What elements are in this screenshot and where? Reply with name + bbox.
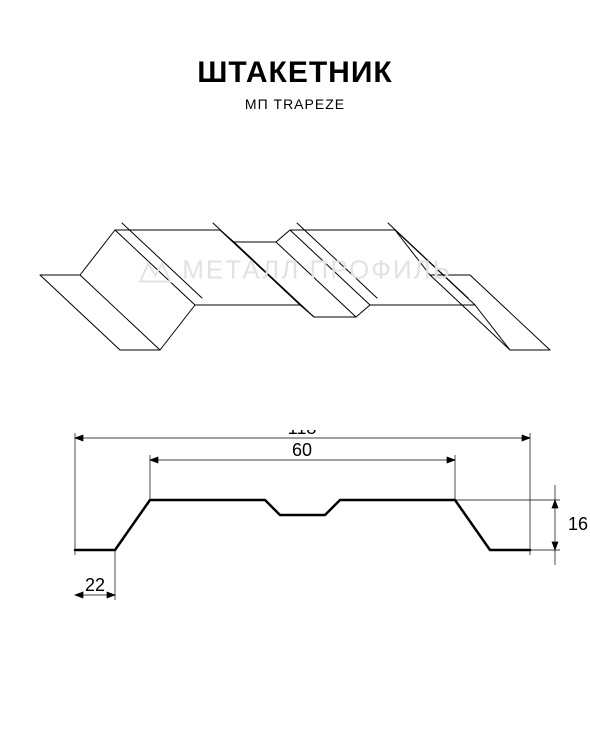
title-block: ШТАКЕТНИК МП TRAPEZE bbox=[0, 0, 590, 112]
dim-flange-width: 22 bbox=[85, 575, 105, 595]
dim-height: 16 bbox=[568, 514, 588, 534]
cross-section-view: 118 60 22 bbox=[0, 430, 590, 630]
dim-top-width: 60 bbox=[292, 440, 312, 460]
dim-overall-width: 118 bbox=[288, 430, 317, 438]
isometric-view: МЕТАЛЛ ПРОФИЛЬ bbox=[0, 145, 590, 395]
product-subtitle: МП TRAPEZE bbox=[0, 96, 590, 112]
profile-path bbox=[75, 500, 530, 550]
product-title: ШТАКЕТНИК bbox=[0, 56, 590, 90]
